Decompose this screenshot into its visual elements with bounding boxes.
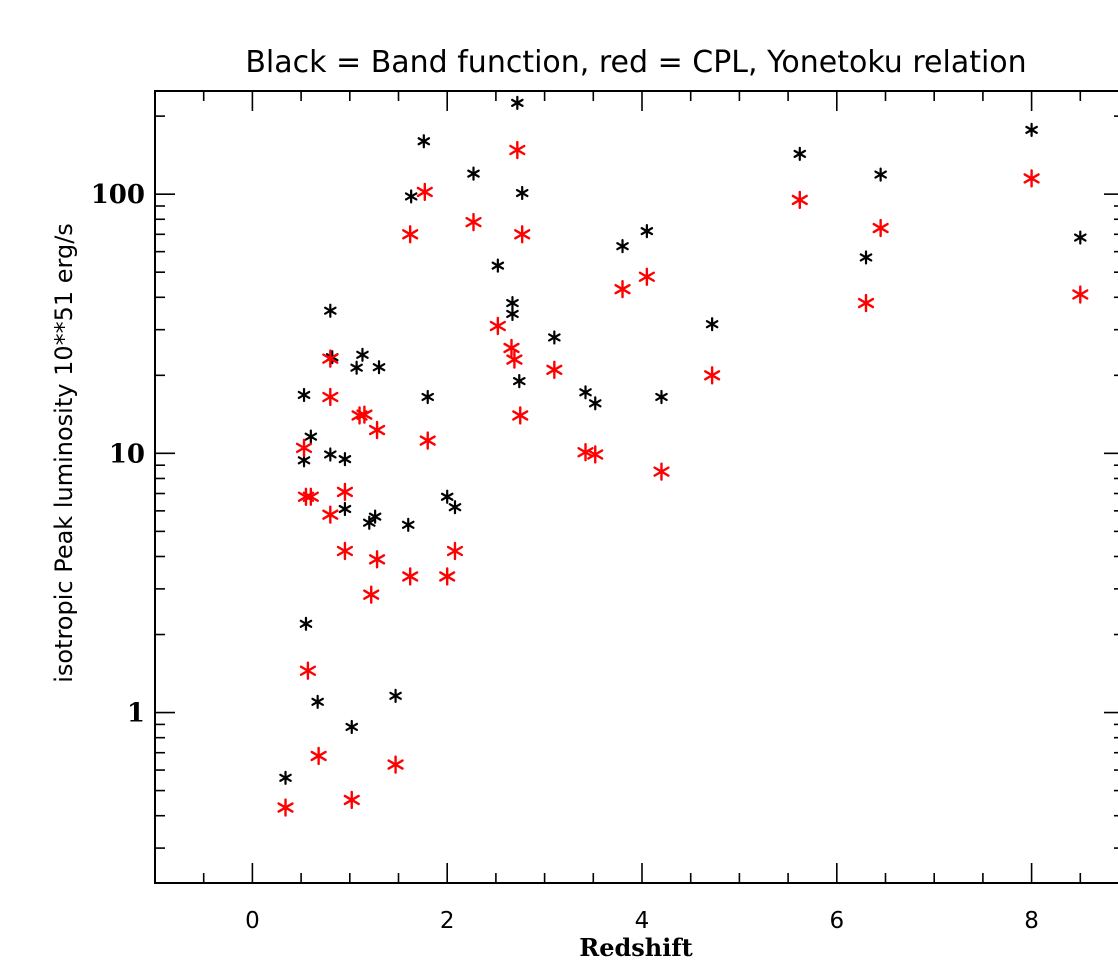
y-tick-label: 10 xyxy=(109,439,145,469)
cpl-data-point xyxy=(1072,285,1089,304)
cpl-data-point xyxy=(503,338,520,358)
cpl-data-point xyxy=(446,541,464,561)
points-layer xyxy=(277,95,1089,817)
cpl-data-point xyxy=(402,225,419,244)
band-data-point xyxy=(311,694,324,709)
cpl-data-point xyxy=(514,225,531,244)
cpl-data-point xyxy=(857,293,875,313)
cpl-data-point xyxy=(336,541,354,561)
band-data-point xyxy=(512,373,526,389)
cpl-data-point xyxy=(653,462,670,481)
band-data-point xyxy=(338,452,352,467)
x-tick-label: 2 xyxy=(440,908,455,934)
band-data-point xyxy=(368,509,382,524)
cpl-data-point xyxy=(614,279,631,299)
chart-title: Black = Band function, red = CPL, Yoneto… xyxy=(245,45,1026,80)
cpl-data-point xyxy=(506,350,523,369)
band-data-point xyxy=(515,185,529,201)
band-data-point xyxy=(448,500,462,515)
band-data-point xyxy=(467,166,480,181)
band-data-point xyxy=(304,429,318,444)
band-data-point xyxy=(579,385,592,400)
cpl-data-point xyxy=(302,487,319,506)
x-tick-label: 4 xyxy=(635,908,650,934)
cpl-data-point xyxy=(872,218,889,238)
x-tick-label: 0 xyxy=(245,908,260,934)
band-data-point xyxy=(859,250,873,265)
cpl-data-point xyxy=(368,550,386,569)
cpl-data-point xyxy=(295,438,313,458)
cpl-data-point xyxy=(489,316,506,336)
cpl-data-point xyxy=(336,482,354,502)
band-data-point xyxy=(356,347,369,362)
y-axis-label: isotropic Peak luminosity 10**51 erg/s xyxy=(50,223,78,683)
band-data-point xyxy=(616,239,629,254)
cpl-data-point xyxy=(322,387,339,407)
band-data-point xyxy=(705,317,719,332)
band-data-point xyxy=(404,189,418,204)
cpl-data-point xyxy=(363,585,380,604)
cpl-data-point xyxy=(322,349,339,368)
x-axis-label: Redshift xyxy=(579,933,692,962)
band-data-point xyxy=(338,501,352,517)
cpl-data-point xyxy=(416,182,433,202)
cpl-data-point xyxy=(402,567,419,586)
x-tick-label: 8 xyxy=(1024,908,1039,934)
cpl-data-point xyxy=(299,661,317,680)
band-data-point xyxy=(1025,122,1038,137)
cpl-data-point xyxy=(512,406,529,425)
cpl-data-point xyxy=(465,212,482,232)
cpl-data-point xyxy=(509,140,526,160)
cpl-data-point xyxy=(368,420,386,440)
band-data-point xyxy=(297,387,311,403)
cpl-data-point xyxy=(546,360,563,380)
cpl-data-point xyxy=(277,798,294,817)
band-data-point xyxy=(511,95,524,110)
cpl-data-point xyxy=(343,790,360,810)
cpl-data-point xyxy=(577,443,594,462)
band-data-point xyxy=(655,389,668,405)
cpl-data-point xyxy=(703,366,721,385)
band-data-point xyxy=(324,303,337,318)
band-data-point xyxy=(279,770,292,785)
band-data-point xyxy=(421,389,435,405)
band-data-point xyxy=(389,688,402,703)
band-data-point xyxy=(324,447,337,462)
cpl-data-point xyxy=(791,190,808,210)
band-data-point xyxy=(350,360,363,375)
cpl-data-point xyxy=(310,746,327,766)
band-data-point xyxy=(506,306,519,322)
band-data-point xyxy=(417,134,431,149)
cpl-data-point xyxy=(356,405,373,424)
band-data-point xyxy=(793,146,807,161)
band-data-point xyxy=(440,489,454,504)
band-data-point xyxy=(588,396,602,411)
cpl-data-point xyxy=(419,431,436,450)
band-data-point xyxy=(345,719,359,735)
x-tick-label: 6 xyxy=(829,908,844,934)
cpl-data-point xyxy=(322,505,339,524)
band-data-point xyxy=(1074,230,1087,245)
ticks-layer: 0 2 4 6 8 1 10 100 xyxy=(91,91,1118,934)
y-tick-label: 100 xyxy=(91,180,145,210)
band-data-point xyxy=(372,360,386,375)
band-data-point xyxy=(401,517,415,532)
band-data-point xyxy=(362,515,376,530)
band-data-point xyxy=(299,616,313,631)
cpl-data-point xyxy=(387,755,404,774)
cpl-data-point xyxy=(439,567,456,586)
cpl-data-point xyxy=(587,445,604,464)
band-data-point xyxy=(874,167,887,182)
cpl-data-point xyxy=(638,267,655,286)
band-data-point xyxy=(548,330,561,345)
band-data-point xyxy=(491,258,505,273)
band-data-point xyxy=(640,224,654,239)
y-tick-label: 1 xyxy=(127,699,145,729)
cpl-data-point xyxy=(1023,169,1040,188)
